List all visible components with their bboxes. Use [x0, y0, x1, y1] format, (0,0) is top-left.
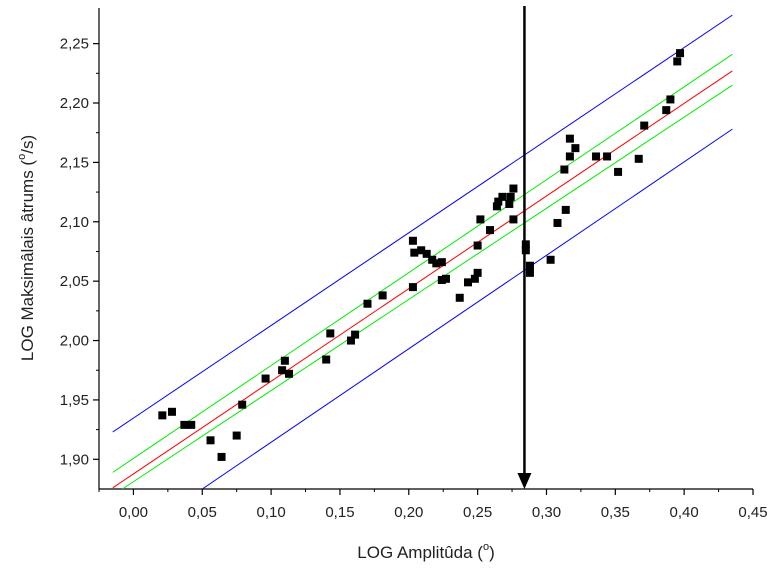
- data-point: [278, 366, 287, 375]
- data-point: [326, 329, 335, 338]
- data-point: [560, 165, 569, 174]
- data-point: [506, 192, 515, 201]
- x-tick-label: 0,35: [601, 504, 630, 521]
- data-point: [521, 240, 530, 249]
- prediction-upper-line: [112, 14, 733, 433]
- data-point: [217, 452, 226, 461]
- data-point: [525, 261, 534, 270]
- data-points: [158, 49, 685, 461]
- data-point: [437, 275, 446, 284]
- data-point: [346, 336, 355, 345]
- data-point: [437, 258, 446, 267]
- y-tick-label: 2,20: [60, 95, 89, 112]
- x-ticks: 0,00 0,05 0,10 0,15 0,20 0,25 0,30 0,35 0,40 0,45: [98, 489, 768, 521]
- data-point: [521, 246, 530, 255]
- data-point: [351, 330, 360, 339]
- y-tick-label: 2,05: [60, 273, 89, 290]
- y-tick-label: 1,90: [60, 451, 89, 468]
- data-point: [410, 248, 419, 257]
- x-tick-label: 0,20: [394, 504, 423, 521]
- data-point: [565, 134, 574, 143]
- data-point: [232, 431, 241, 440]
- data-point: [261, 374, 270, 383]
- data-point: [676, 49, 685, 58]
- y-tick-label: 2,00: [60, 333, 89, 350]
- data-point: [428, 255, 437, 264]
- data-point: [525, 268, 534, 277]
- data-point: [322, 355, 331, 364]
- data-point: [565, 152, 574, 161]
- x-tick-label: 0,10: [257, 504, 286, 521]
- data-point: [432, 259, 441, 268]
- data-point: [408, 236, 417, 245]
- x-tick-label: 0,00: [119, 504, 148, 521]
- data-point: [614, 167, 623, 176]
- data-point: [561, 205, 570, 214]
- data-point: [476, 215, 485, 224]
- data-point: [509, 184, 518, 193]
- data-point: [546, 255, 555, 264]
- data-point: [673, 57, 682, 66]
- fit-line: [112, 70, 733, 489]
- y-tick-label: 2,10: [60, 214, 89, 231]
- data-point: [486, 226, 495, 235]
- data-point: [473, 268, 482, 277]
- data-point: [666, 95, 675, 104]
- data-point: [167, 407, 176, 416]
- data-point: [634, 154, 643, 163]
- x-tick-label: 0,25: [463, 504, 492, 521]
- x-axis-title: LOG Amplitûda (o): [357, 541, 494, 562]
- data-point: [363, 299, 372, 308]
- data-point: [285, 369, 294, 378]
- data-point: [473, 241, 482, 250]
- data-point: [463, 278, 472, 287]
- y-tick-label: 2,25: [60, 36, 89, 53]
- data-point: [494, 197, 503, 206]
- fit-lines: [112, 14, 733, 489]
- data-point: [206, 436, 215, 445]
- data-point: [603, 152, 612, 161]
- x-tick-label: 0,15: [325, 504, 354, 521]
- arrow-head: [517, 473, 532, 489]
- data-point: [158, 411, 167, 420]
- data-point: [238, 400, 247, 409]
- axes: [98, 8, 753, 490]
- data-point: [592, 152, 601, 161]
- data-point: [180, 420, 189, 429]
- data-point: [571, 144, 580, 153]
- confidence-upper-line: [112, 53, 733, 473]
- data-point: [492, 202, 501, 211]
- data-point: [408, 283, 417, 292]
- y-tick-label: 2,15: [60, 154, 89, 171]
- data-point: [640, 121, 649, 130]
- data-point: [422, 249, 431, 258]
- x-tick-label: 0,45: [738, 504, 767, 521]
- x-tick-label: 0,30: [532, 504, 561, 521]
- data-point: [441, 274, 450, 283]
- data-point: [455, 293, 464, 302]
- data-point: [470, 274, 479, 283]
- y-ticks: 1,90 1,95 2,00 2,05 2,10 2,15 2,20 2,25: [60, 36, 99, 468]
- data-point: [498, 192, 507, 201]
- data-point: [553, 218, 562, 227]
- x-tick-label: 0,40: [670, 504, 699, 521]
- data-point: [509, 215, 518, 224]
- confidence-lower-line: [122, 84, 733, 489]
- data-point: [417, 246, 426, 255]
- data-point: [378, 291, 387, 300]
- annotation-arrow: [517, 6, 532, 489]
- x-tick-label: 0,05: [188, 504, 217, 521]
- data-point: [187, 420, 196, 429]
- y-tick-label: 1,95: [60, 392, 89, 409]
- prediction-lower-line: [201, 128, 733, 489]
- data-point: [662, 106, 671, 115]
- data-point: [280, 356, 289, 365]
- y-axis-title: LOG Maksimâlais âtrums (o/s): [16, 135, 37, 361]
- data-point: [505, 199, 514, 208]
